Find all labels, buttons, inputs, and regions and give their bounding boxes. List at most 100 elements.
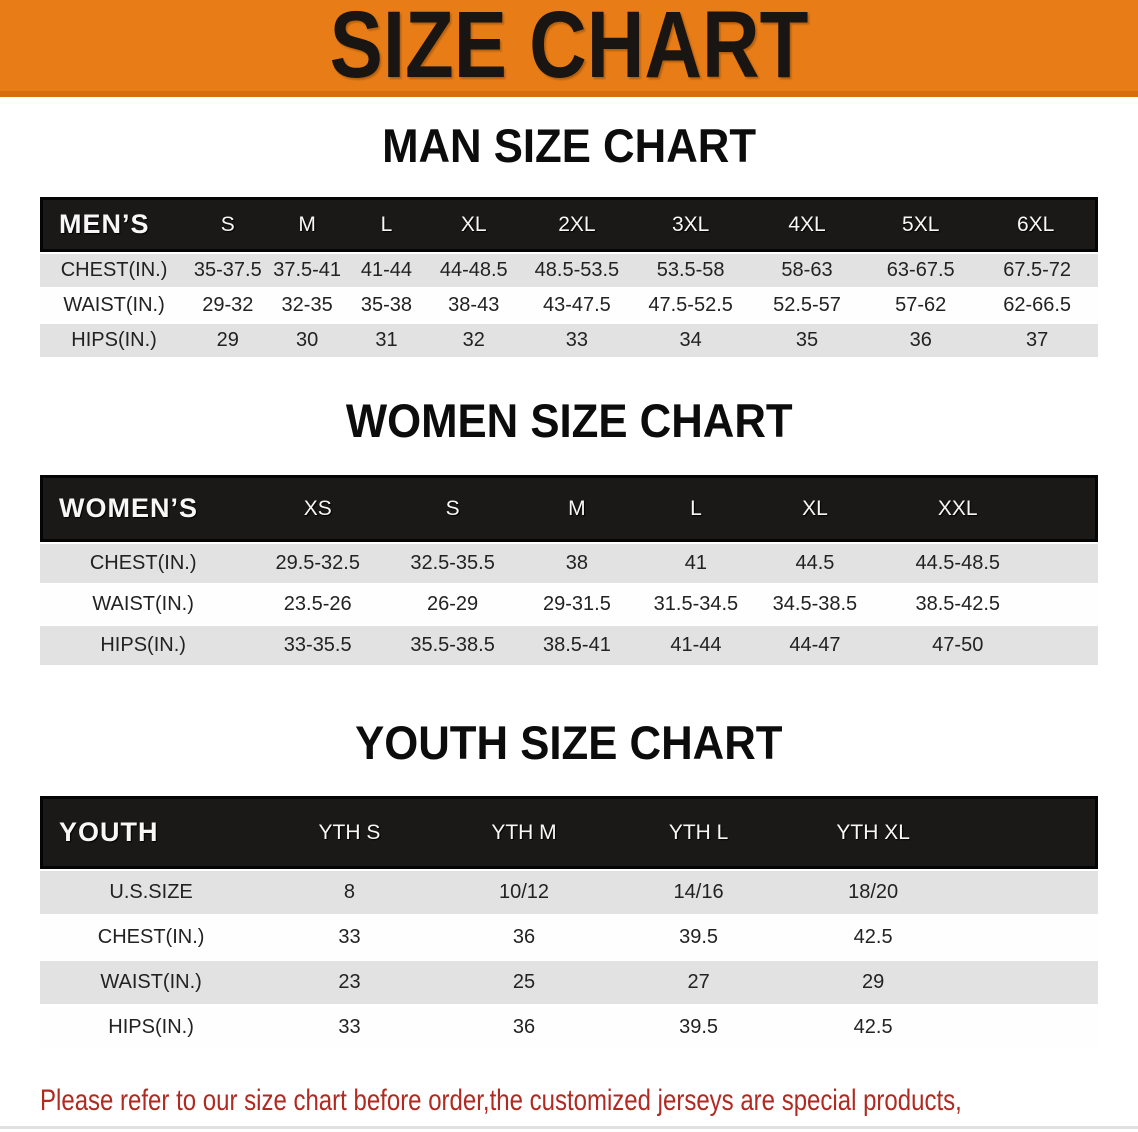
- size-value-cell: 38.5-41: [516, 626, 638, 665]
- size-chart-banner: SIZE CHART: [0, 0, 1138, 97]
- men-hips-row: HIPS(IN.) 29 30 31 32 33 34 35 36 37: [40, 324, 1098, 357]
- men-table-header-row: MEN’S S M L XL 2XL 3XL 4XL 5XL 6XL: [40, 197, 1098, 252]
- size-value-cell: 23: [262, 961, 437, 1004]
- size-value-cell: 34.5-38.5: [754, 585, 876, 624]
- size-value-cell: 36: [865, 324, 977, 357]
- row-filler: [1039, 585, 1098, 624]
- youth-size-section: YOUTH SIZE CHART YOUTH YTH S YTH M YTH L…: [0, 667, 1138, 1051]
- size-value-cell: 36: [436, 916, 612, 959]
- row-filler: [1039, 544, 1098, 583]
- size-column-header: YTH M: [436, 796, 612, 869]
- row-label: HIPS(IN.): [40, 1006, 263, 1049]
- size-value-cell: 35.5-38.5: [389, 626, 517, 665]
- row-filler: [960, 871, 1098, 914]
- size-column-header: L: [346, 197, 427, 252]
- size-value-cell: 29: [188, 324, 268, 357]
- size-value-cell: 38.5-42.5: [875, 585, 1040, 624]
- size-value-cell: 41-44: [637, 626, 755, 665]
- size-value-cell: 31.5-34.5: [637, 585, 755, 624]
- size-value-cell: 37.5-41: [267, 254, 347, 287]
- banner-title: SIZE CHART: [329, 0, 809, 98]
- youth-section-heading: YOUTH SIZE CHART: [0, 667, 1138, 794]
- size-value-cell: 27: [611, 961, 786, 1004]
- women-hips-row: HIPS(IN.) 33-35.5 35.5-38.5 38.5-41 41-4…: [40, 626, 1098, 665]
- women-table-corner-label: WOMEN’S: [40, 475, 247, 542]
- size-value-cell: 23.5-26: [246, 585, 390, 624]
- size-column-header: L: [637, 475, 755, 542]
- women-table-header-row: WOMEN’S XS S M L XL XXL: [40, 475, 1098, 542]
- women-size-section: WOMEN SIZE CHART WOMEN’S XS S M L XL XXL: [0, 359, 1138, 667]
- size-value-cell: 35-38: [346, 289, 427, 322]
- size-value-cell: 33: [262, 1006, 437, 1049]
- row-label: WAIST(IN.): [40, 961, 263, 1004]
- row-filler: [960, 916, 1098, 959]
- size-value-cell: 47-50: [875, 626, 1040, 665]
- youth-ussize-row: U.S.SIZE 8 10/12 14/16 18/20: [40, 871, 1098, 914]
- size-value-cell: 44-48.5: [426, 254, 522, 287]
- size-value-cell: 52.5-57: [748, 289, 866, 322]
- women-chest-row: CHEST(IN.) 29.5-32.5 32.5-35.5 38 41 44.…: [40, 544, 1098, 583]
- row-label: HIPS(IN.): [40, 626, 247, 665]
- youth-hips-row: HIPS(IN.) 33 36 39.5 42.5: [40, 1006, 1098, 1049]
- size-column-header: S: [188, 197, 268, 252]
- size-value-cell: 33: [521, 324, 633, 357]
- size-value-cell: 43-47.5: [521, 289, 633, 322]
- size-value-cell: 14/16: [611, 871, 786, 914]
- youth-chest-row: CHEST(IN.) 33 36 39.5 42.5: [40, 916, 1098, 959]
- row-filler: [960, 961, 1098, 1004]
- size-value-cell: 42.5: [785, 916, 961, 959]
- size-value-cell: 42.5: [785, 1006, 961, 1049]
- row-label: HIPS(IN.): [40, 324, 189, 357]
- size-column-header: XS: [246, 475, 390, 542]
- size-value-cell: 33-35.5: [246, 626, 390, 665]
- row-label: WAIST(IN.): [40, 289, 189, 322]
- size-column-header: 2XL: [521, 197, 633, 252]
- men-section-heading-text: MAN SIZE CHART: [382, 119, 756, 172]
- size-column-header: M: [516, 475, 638, 542]
- size-value-cell: 37: [976, 324, 1098, 357]
- men-waist-row: WAIST(IN.) 29-32 32-35 35-38 38-43 43-47…: [40, 289, 1098, 322]
- size-column-header: 4XL: [748, 197, 866, 252]
- row-filler: [1039, 626, 1098, 665]
- size-value-cell: 67.5-72: [976, 254, 1098, 287]
- size-value-cell: 62-66.5: [976, 289, 1098, 322]
- size-value-cell: 35-37.5: [188, 254, 268, 287]
- size-value-cell: 29-31.5: [516, 585, 638, 624]
- women-section-heading-text: WOMEN SIZE CHART: [345, 394, 793, 447]
- size-value-cell: 30: [267, 324, 347, 357]
- size-column-header: YTH S: [262, 796, 437, 869]
- men-size-section: MAN SIZE CHART MEN’S S M L XL 2XL 3XL 4X…: [0, 97, 1138, 359]
- size-value-cell: 18/20: [785, 871, 961, 914]
- size-value-cell: 29.5-32.5: [246, 544, 390, 583]
- women-waist-row: WAIST(IN.) 23.5-26 26-29 29-31.5 31.5-34…: [40, 585, 1098, 624]
- size-value-cell: 32-35: [267, 289, 347, 322]
- youth-table-corner-label: YOUTH: [40, 796, 263, 869]
- youth-section-heading-text: YOUTH SIZE CHART: [355, 716, 783, 769]
- row-filler: [960, 1006, 1098, 1049]
- size-value-cell: 47.5-52.5: [632, 289, 749, 322]
- size-value-cell: 29-32: [188, 289, 268, 322]
- women-section-heading: WOMEN SIZE CHART: [0, 359, 1138, 473]
- size-value-cell: 38-43: [426, 289, 522, 322]
- order-note: Please refer to our size chart before or…: [40, 1077, 1138, 1132]
- size-column-header: 6XL: [976, 197, 1098, 252]
- size-value-cell: 58-63: [748, 254, 866, 287]
- size-value-cell: 35: [748, 324, 866, 357]
- size-value-cell: 48.5-53.5: [521, 254, 633, 287]
- size-value-cell: 39.5: [611, 1006, 786, 1049]
- size-column-header: YTH L: [611, 796, 786, 869]
- size-value-cell: 10/12: [436, 871, 612, 914]
- men-section-heading: MAN SIZE CHART: [0, 97, 1138, 195]
- men-chest-row: CHEST(IN.) 35-37.5 37.5-41 41-44 44-48.5…: [40, 254, 1098, 287]
- bottom-divider: [0, 1126, 1138, 1129]
- header-filler: [960, 796, 1098, 869]
- size-column-header: 3XL: [632, 197, 749, 252]
- header-filler: [1039, 475, 1098, 542]
- size-value-cell: 31: [346, 324, 427, 357]
- row-label: CHEST(IN.): [40, 916, 263, 959]
- row-label: CHEST(IN.): [40, 544, 247, 583]
- size-value-cell: 32.5-35.5: [389, 544, 517, 583]
- youth-waist-row: WAIST(IN.) 23 25 27 29: [40, 961, 1098, 1004]
- size-value-cell: 8: [262, 871, 437, 914]
